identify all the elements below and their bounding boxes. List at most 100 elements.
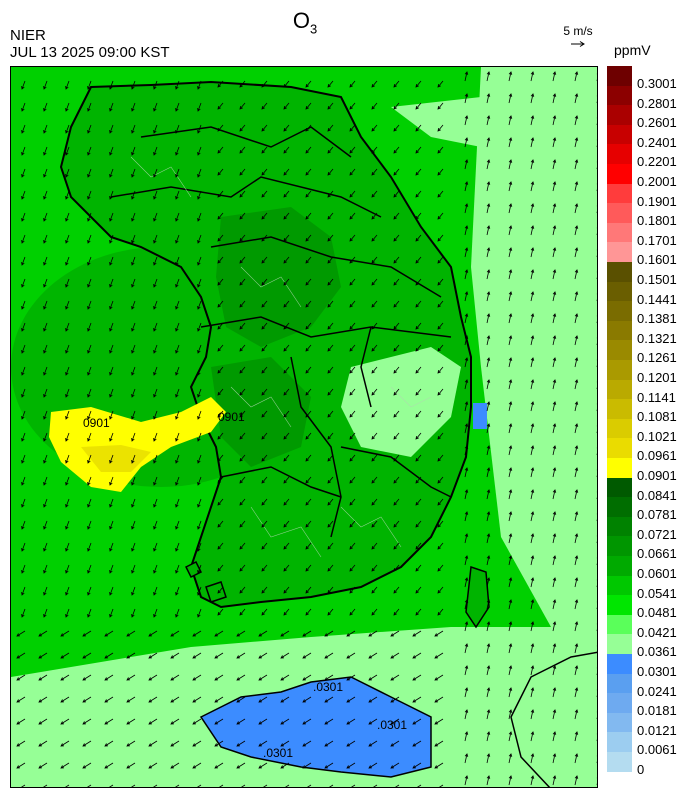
wind-arrow-icon xyxy=(486,181,491,192)
wind-arrow-icon xyxy=(486,753,491,764)
wind-arrow-icon xyxy=(131,476,136,486)
wind-arrow-icon xyxy=(346,762,356,769)
wind-arrow-icon xyxy=(126,674,136,681)
wind-arrow-icon xyxy=(21,278,26,288)
wind-arrow-icon xyxy=(236,762,246,769)
wind-arrow-icon xyxy=(153,388,158,398)
wind-arrow-icon xyxy=(464,247,469,258)
wind-arrow-icon xyxy=(508,313,513,324)
wind-arrow-icon xyxy=(327,278,334,286)
color-scale-swatch xyxy=(607,575,632,596)
wind-arrow-icon xyxy=(596,293,597,301)
color-scale-label: 0.1701 xyxy=(637,232,677,248)
color-scale-swatch xyxy=(607,595,632,616)
wind-arrow-icon xyxy=(464,709,469,720)
wind-arrow-icon xyxy=(65,124,70,134)
wind-arrow-icon xyxy=(21,146,26,156)
wind-arrow-icon xyxy=(175,520,180,530)
wind-arrow-icon xyxy=(175,608,180,618)
wind-arrow-icon xyxy=(393,212,400,220)
wind-arrow-icon xyxy=(530,357,535,368)
wind-arrow-icon xyxy=(21,234,26,244)
wind-arrow-icon xyxy=(153,300,158,310)
wind-arrow-icon xyxy=(596,205,597,213)
wind-arrow-icon xyxy=(508,357,513,368)
contour-label: 0901 xyxy=(83,416,110,430)
wind-arrow-icon xyxy=(349,520,356,528)
wind-arrow-icon xyxy=(239,476,246,484)
color-scale-label: 0.2801 xyxy=(637,95,677,111)
color-scale-label: 0.0481 xyxy=(637,605,677,621)
wind-arrow-icon xyxy=(43,190,48,200)
wind-arrow-icon xyxy=(153,146,158,156)
wind-arrow-icon xyxy=(197,542,202,552)
wind-arrow-icon xyxy=(65,432,70,442)
agency-label: NIER xyxy=(10,27,46,44)
wind-arrow-icon xyxy=(393,190,400,198)
color-scale-label: 0.2601 xyxy=(637,115,677,131)
wind-arrow-icon xyxy=(552,687,557,698)
wind-arrow-icon xyxy=(574,203,579,214)
wind-arrow-icon xyxy=(65,322,70,332)
wind-arrow-icon xyxy=(574,423,579,434)
wind-arrow-icon xyxy=(349,256,356,264)
wind-arrow-icon xyxy=(437,168,444,176)
wind-arrow-icon xyxy=(415,454,422,462)
wind-arrow-icon xyxy=(464,423,469,434)
wind-arrow-icon xyxy=(261,278,268,286)
wind-arrow-icon xyxy=(574,269,579,280)
wind-arrow-icon xyxy=(552,137,557,148)
wind-arrow-icon xyxy=(43,80,48,90)
color-scale-label: 0.1201 xyxy=(637,370,677,385)
wind-arrow-icon xyxy=(109,498,114,508)
wind-arrow-icon xyxy=(327,80,334,88)
wind-arrow-icon xyxy=(217,168,224,176)
wind-arrow-icon xyxy=(217,80,224,88)
wind-arrow-icon xyxy=(415,278,422,286)
wind-arrow-icon xyxy=(60,718,70,725)
wind-arrow-icon xyxy=(596,381,597,389)
wind-arrow-icon xyxy=(415,542,422,550)
color-scale-swatch xyxy=(607,379,632,400)
wind-arrow-icon xyxy=(109,124,114,134)
wind-arrow-icon xyxy=(65,410,70,420)
wind-arrow-icon xyxy=(60,674,70,681)
wind-arrow-icon xyxy=(437,564,444,572)
wind-arrow-icon xyxy=(437,212,444,220)
wind-arrow-icon xyxy=(552,643,557,654)
color-scale-swatch xyxy=(607,66,632,87)
wind-arrow-icon xyxy=(552,93,557,104)
wind-arrow-icon xyxy=(197,124,202,134)
wind-arrow-icon xyxy=(43,102,48,112)
wind-arrow-icon xyxy=(327,190,334,198)
wind-arrow-icon xyxy=(283,410,290,418)
wind-arrow-icon xyxy=(486,71,491,82)
wind-arrow-icon xyxy=(305,542,312,550)
wind-arrow-icon xyxy=(131,256,136,266)
wind-arrow-icon xyxy=(21,454,26,464)
wind-arrow-icon xyxy=(214,740,224,747)
wind-arrow-icon xyxy=(104,740,114,747)
color-scale-label: 0.0661 xyxy=(637,546,677,562)
wind-arrow-icon xyxy=(261,168,268,176)
wind-arrow-icon xyxy=(305,454,312,462)
wind-arrow-icon xyxy=(393,366,400,374)
wind-arrow-icon xyxy=(393,300,400,308)
wind-arrow-icon xyxy=(596,557,597,565)
color-scale-label: 0.0541 xyxy=(637,585,677,601)
wind-arrow-icon xyxy=(508,665,513,676)
wind-arrow-icon xyxy=(87,256,92,266)
wind-arrow-icon xyxy=(87,322,92,332)
wind-arrow-icon xyxy=(21,498,26,508)
wind-arrow-icon xyxy=(192,630,202,637)
wind-arrow-icon xyxy=(43,366,48,376)
wind-arrow-icon xyxy=(395,784,400,787)
wind-arrow-icon xyxy=(530,489,535,500)
wind-arrow-icon xyxy=(486,709,491,720)
wind-arrow-icon xyxy=(197,366,202,376)
color-scale-swatch xyxy=(607,320,632,341)
wind-arrow-icon xyxy=(239,388,246,396)
wind-arrow-icon xyxy=(170,630,180,637)
wind-arrow-icon xyxy=(415,256,422,264)
wind-arrow-icon xyxy=(87,784,92,787)
